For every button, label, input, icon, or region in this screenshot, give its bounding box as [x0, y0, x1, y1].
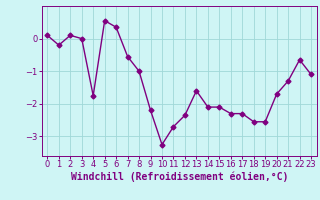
X-axis label: Windchill (Refroidissement éolien,°C): Windchill (Refroidissement éolien,°C)	[70, 172, 288, 182]
